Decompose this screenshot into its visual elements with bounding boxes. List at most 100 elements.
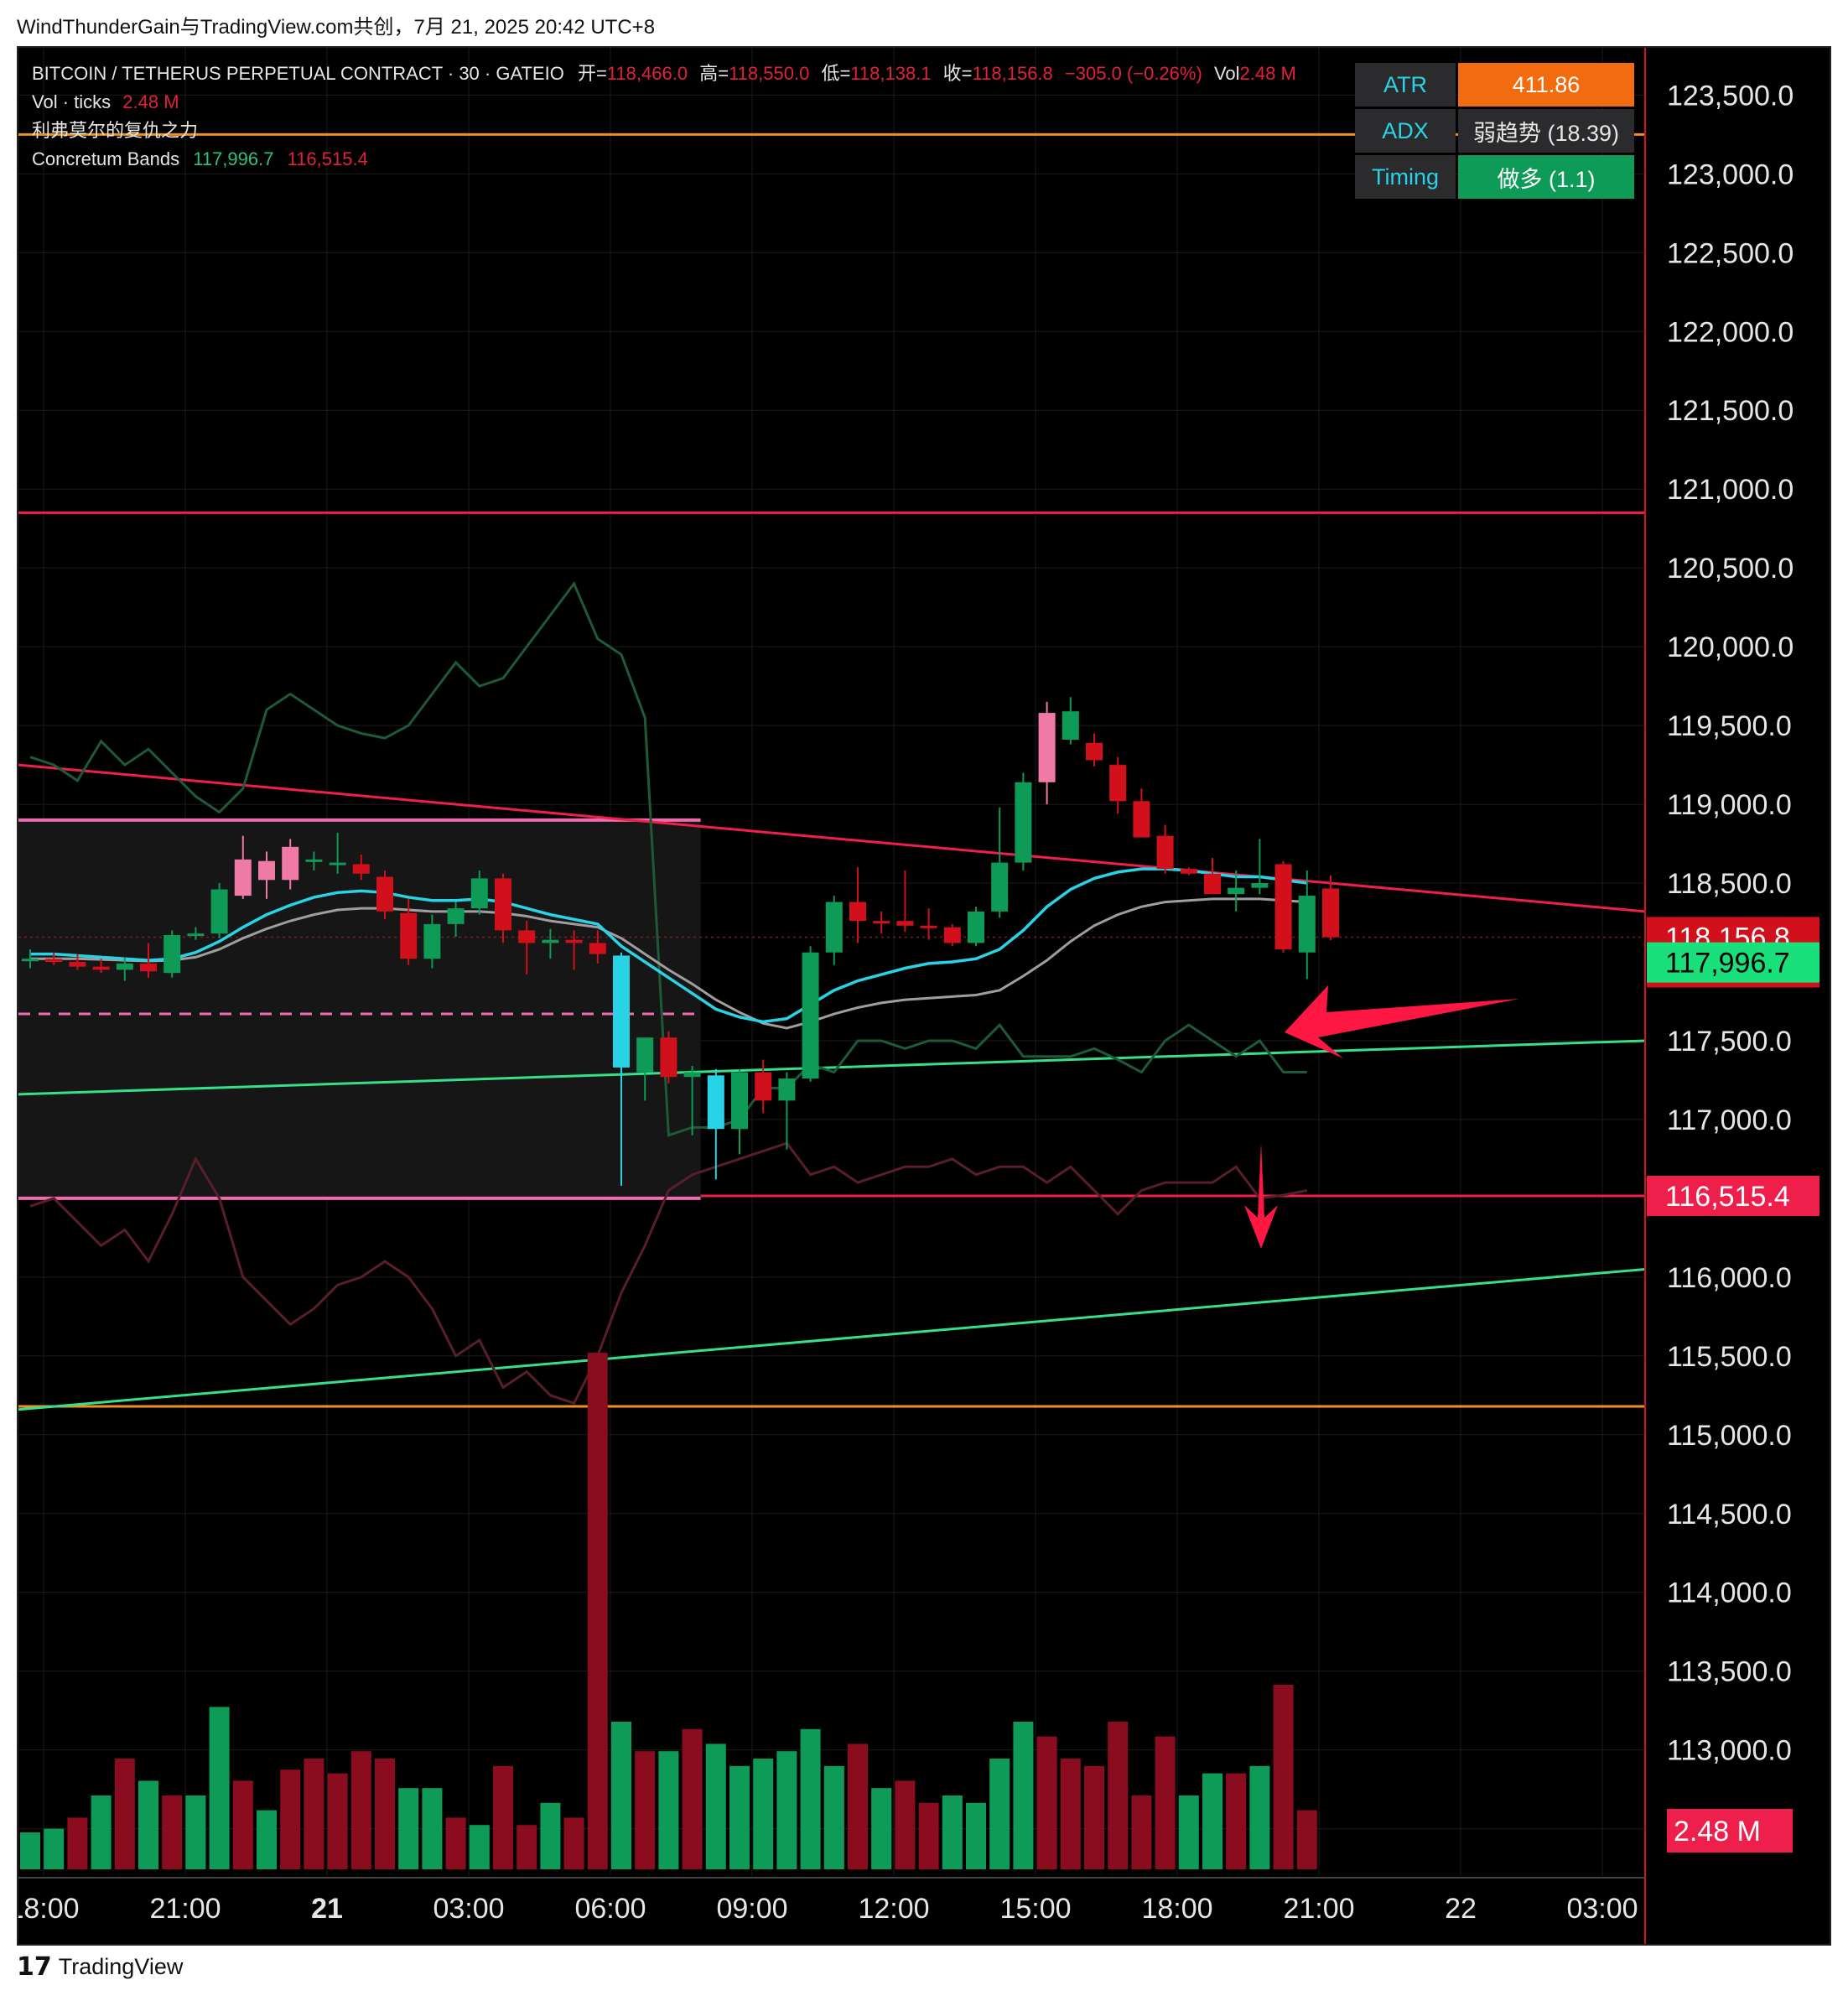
ohlc-open-label: 开= xyxy=(577,63,607,84)
candle xyxy=(1298,870,1316,980)
time-tick-label: 21:00 xyxy=(149,1893,221,1925)
candle-body xyxy=(613,955,630,1068)
price-tick-label: 122,500.0 xyxy=(1667,237,1793,269)
candles xyxy=(22,697,1339,1186)
volume-bar xyxy=(611,1722,631,1869)
volume-bar xyxy=(162,1796,183,1869)
candle xyxy=(400,898,418,965)
candle xyxy=(92,959,110,974)
candle-body xyxy=(45,959,63,962)
candle xyxy=(873,911,890,934)
volume-indicator-row[interactable]: Vol · ticks 2.48 M xyxy=(32,88,1296,117)
candle-body xyxy=(447,908,465,924)
ascending-trendline-upper xyxy=(18,1039,1646,1096)
volume-bar xyxy=(1013,1722,1034,1869)
dashboard-key-timing: Timing xyxy=(1355,155,1456,199)
volume-bar xyxy=(1108,1722,1129,1869)
candle-body xyxy=(943,927,961,943)
vol-label: Vol xyxy=(1213,63,1240,84)
candle-body xyxy=(376,876,393,912)
volume-bar xyxy=(635,1751,656,1869)
volume-bar xyxy=(682,1728,703,1869)
volume-bar xyxy=(966,1802,986,1869)
time-tick-label: 09:00 xyxy=(716,1893,787,1925)
candle xyxy=(140,943,157,978)
candle-body xyxy=(234,859,252,896)
ohlc-high-value: 118,550.0 xyxy=(729,63,810,84)
volume-bar xyxy=(1131,1796,1152,1869)
time-tick-label: 18:00 xyxy=(1141,1893,1212,1925)
footer-brand[interactable]: 𝟭𝟳 TradingView xyxy=(17,1952,183,1982)
volume-bar xyxy=(517,1825,537,1869)
volume-bar xyxy=(1155,1736,1176,1869)
candle-body xyxy=(873,921,890,924)
candle-body xyxy=(1274,864,1292,949)
price-tick-label: 114,000.0 xyxy=(1667,1577,1792,1609)
candle-body xyxy=(920,925,937,928)
candle-body xyxy=(565,939,583,943)
indicator-dashboard: ATR 411.86 ADX 弱趋势 (18.39) Timing 做多 (1.… xyxy=(1352,60,1637,201)
ema-slow-line xyxy=(30,897,1307,1030)
candle xyxy=(470,870,488,915)
candle xyxy=(613,952,630,1186)
indicator-row-1[interactable]: 利弗莫尔的复仇之力 xyxy=(32,117,1296,145)
volume-bar xyxy=(918,1802,939,1869)
volume-bar xyxy=(445,1817,466,1869)
candle xyxy=(565,930,583,970)
chart-area[interactable]: 123,500.0 123,000.0 122,500.0 122,000.0 121,… xyxy=(17,46,1831,1946)
candle-body xyxy=(470,878,488,909)
candle xyxy=(1109,756,1127,814)
time-tick-label: 22 xyxy=(1445,1893,1477,1925)
candle-body xyxy=(1133,801,1150,838)
volume-bar xyxy=(848,1744,868,1869)
symbol-title: BITCOIN / TETHERUS PERPETUAL CONTRACT · … xyxy=(32,63,564,84)
candle xyxy=(1180,867,1197,876)
candle xyxy=(683,1066,701,1136)
indicator-name-1: 利弗莫尔的复仇之力 xyxy=(32,120,199,141)
candle xyxy=(423,914,441,969)
candle xyxy=(896,870,914,933)
price-chart[interactable]: 123,500.0 123,000.0 122,500.0 122,000.0 121,… xyxy=(18,48,1830,1944)
candle xyxy=(778,1072,796,1150)
candle-body xyxy=(896,921,914,926)
volume-bar xyxy=(587,1353,608,1869)
time-tick-label: 15:00 xyxy=(999,1893,1071,1925)
ohlc-low-value: 118,138.1 xyxy=(850,63,932,84)
candle xyxy=(1038,701,1056,805)
price-tick-label: 119,500.0 xyxy=(1667,710,1792,742)
price-tick-label: 122,000.0 xyxy=(1667,316,1793,348)
volume-bar xyxy=(422,1788,443,1869)
volume-bar xyxy=(658,1751,679,1869)
time-axis: 18:00 21:00 21 03:00 06:00 09:00 12:00 15:00 18:… xyxy=(18,1893,1638,1925)
ohlc-close-value: 118,156.8 xyxy=(972,63,1053,84)
price-tick-label: 113,000.0 xyxy=(1667,1735,1792,1767)
candle xyxy=(352,855,370,881)
band-lower-price-label: 116,515.4 xyxy=(1665,1181,1790,1213)
price-tick-label: 115,500.0 xyxy=(1667,1341,1792,1373)
candle xyxy=(542,928,559,959)
range-box xyxy=(18,819,701,1198)
candle xyxy=(707,1068,724,1180)
candle-body xyxy=(187,933,205,937)
candle xyxy=(1156,824,1174,874)
price-tick-label: 115,000.0 xyxy=(1667,1420,1792,1452)
vol-ticks-value: 2.48 M xyxy=(122,91,179,112)
candle xyxy=(802,946,819,1082)
volume-bar xyxy=(114,1759,135,1869)
candle xyxy=(660,1031,677,1084)
candle xyxy=(589,930,606,964)
volume-bar xyxy=(1060,1759,1081,1869)
volume-bar xyxy=(1249,1765,1270,1869)
price-tick-label: 117,500.0 xyxy=(1667,1026,1792,1058)
time-tick-label: 21:00 xyxy=(1283,1893,1354,1925)
dashboard-value-adx: 弱趋势 (18.39) xyxy=(1458,109,1634,153)
price-tick-label: 116,000.0 xyxy=(1667,1262,1792,1294)
candle xyxy=(116,957,133,981)
candle-body xyxy=(778,1078,796,1101)
candle xyxy=(636,1037,654,1101)
candle-body xyxy=(849,902,866,922)
price-tick-label: 120,000.0 xyxy=(1667,631,1793,663)
indicator-row-2[interactable]: Concretum Bands 117,996.7 116,515.4 xyxy=(32,145,1296,174)
candle xyxy=(920,908,937,940)
candle xyxy=(187,927,205,940)
